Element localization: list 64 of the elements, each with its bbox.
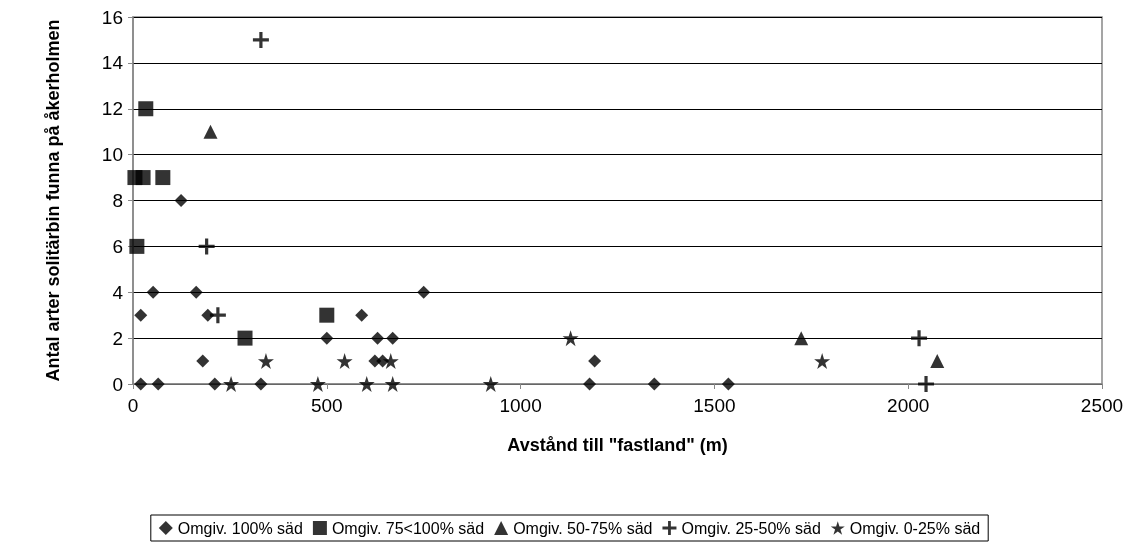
point [189,285,203,299]
point [562,330,579,347]
point [252,31,269,48]
x-tick-label: 0 [127,395,139,416]
point [319,307,335,323]
point [814,353,831,370]
point [134,377,148,391]
point [911,330,928,347]
point [382,353,399,370]
y-tick-label: 10 [101,144,123,166]
point [371,331,385,345]
x-tick-label: 500 [310,395,343,416]
point [198,238,215,255]
point [203,124,218,139]
point [146,285,160,299]
y-tick-label: 14 [101,52,124,74]
y-tick-label: 2 [112,327,123,349]
point [237,330,253,346]
y-axis-title: Antal arter solitärbin funna på åkerholmen [43,19,63,382]
point [320,331,334,345]
y-tick-label: 16 [101,6,123,28]
legend-label: Omgiv. 0-25% säd [849,519,981,537]
x-tick-label: 2500 [1080,395,1124,416]
legend-label: Omgiv. 50-75% säd [513,519,653,537]
legend-label: Omgiv. 25-50% säd [681,519,821,537]
point [647,377,661,391]
y-tick-label: 12 [101,98,123,120]
point [482,376,499,392]
point [336,353,353,370]
y-tick-label: 0 [112,373,123,395]
point [384,376,401,392]
y-tick-label: 6 [112,235,123,257]
point [155,170,171,186]
legend-label: Omgiv. 100% säd [177,519,303,537]
point [151,377,165,391]
point [257,353,274,370]
point [309,376,326,392]
y-tick-label: 4 [112,281,124,303]
point [358,376,375,392]
point [918,376,935,392]
x-axis-title: Avstånd till "fastland" (m) [507,435,728,455]
point [417,285,431,299]
point [135,170,151,186]
point [386,331,400,345]
point [174,194,188,207]
point [208,377,222,391]
point [355,308,369,322]
point [196,354,210,368]
point [794,331,809,346]
point [588,354,602,368]
point [138,101,154,117]
point [209,307,226,324]
point [583,377,597,391]
point [930,354,945,369]
y-tick-label: 8 [112,190,123,211]
x-tick-label: 1000 [499,395,542,416]
legend-label: Omgiv. 75<100% säd [331,519,485,537]
point [134,308,148,322]
point [129,238,145,254]
x-tick-label: 1500 [693,395,736,416]
point [223,376,240,392]
x-tick-label: 2000 [887,395,930,416]
point [721,377,735,391]
point [254,377,268,391]
